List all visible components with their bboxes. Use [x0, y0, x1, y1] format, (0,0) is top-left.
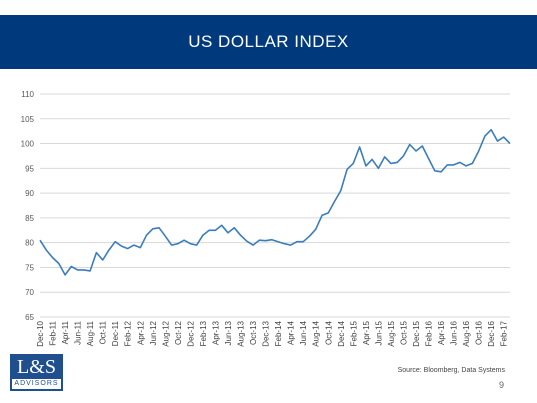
- x-tick-label: Dec-11: [111, 320, 120, 346]
- x-tick-label: Aug-15: [387, 320, 396, 346]
- x-tick-label: Jun-14: [299, 320, 308, 345]
- x-tick-label: Aug-12: [161, 320, 170, 346]
- y-tick-label: 85: [25, 214, 34, 223]
- x-tick-label: Jun-16: [450, 320, 459, 345]
- y-tick-label: 105: [21, 115, 35, 124]
- y-tick-label: 110: [21, 90, 34, 99]
- x-tick-label: Oct-11: [99, 320, 108, 344]
- x-tick-label: Jun-15: [374, 320, 383, 345]
- x-tick-label: Aug-13: [237, 320, 246, 346]
- x-tick-label: Apr-14: [287, 320, 296, 345]
- y-tick-label: 75: [25, 263, 34, 272]
- logo-sub-text: ADVISORS: [12, 379, 61, 389]
- y-tick-label: 95: [25, 164, 34, 173]
- logo-main-text: L&S: [17, 356, 56, 378]
- x-tick-label: Dec-13: [262, 320, 271, 346]
- x-tick-label: Oct-13: [249, 320, 258, 345]
- x-tick-label: Dec-15: [412, 320, 421, 346]
- x-tick-label: Dec-12: [186, 320, 195, 346]
- y-tick-label: 80: [25, 239, 34, 248]
- series-line-us-dollar-index: [39, 128, 511, 276]
- x-tick-label: Jun-11: [74, 320, 83, 344]
- y-tick-label: 65: [25, 313, 34, 322]
- y-tick-label: 70: [25, 288, 34, 297]
- x-tick-label: Apr-16: [437, 320, 446, 345]
- x-tick-label: Oct-12: [174, 320, 183, 345]
- x-tick-label: Aug-14: [312, 320, 321, 346]
- x-tick-label: Apr-11: [61, 320, 70, 344]
- y-tick-label: 90: [25, 189, 34, 198]
- x-tick-label: Aug-16: [462, 320, 471, 346]
- x-tick-label: Apr-12: [136, 320, 145, 345]
- x-tick-label: Feb-17: [500, 320, 509, 346]
- title-banner: US DOLLAR INDEX: [0, 15, 537, 69]
- x-tick-label: Feb-14: [274, 320, 283, 346]
- x-tick-label: Oct-14: [324, 320, 333, 345]
- x-tick-label: Jun-12: [149, 320, 158, 345]
- chart-title: US DOLLAR INDEX: [188, 32, 349, 51]
- x-tick-label: Apr-13: [211, 320, 220, 345]
- ls-advisors-logo: L&S ADVISORS: [10, 354, 63, 391]
- x-tick-label: Feb-12: [124, 320, 133, 346]
- x-tick-label: Aug-11: [86, 320, 95, 346]
- x-tick-label: Dec-16: [487, 320, 496, 346]
- x-tick-label: Feb-15: [349, 320, 358, 346]
- x-tick-label: Dec-10: [36, 320, 45, 346]
- x-tick-label: Feb-11: [49, 320, 58, 345]
- x-tick-label: Dec-14: [337, 320, 346, 346]
- x-tick-label: Apr-15: [362, 320, 371, 345]
- x-tick-label: Feb-13: [199, 320, 208, 346]
- x-tick-label: Oct-15: [399, 320, 408, 345]
- source-note: Source: Bloomberg, Data Systems: [397, 367, 505, 374]
- x-tick-label: Jun-13: [224, 320, 233, 345]
- x-tick-label: Feb-16: [425, 320, 434, 346]
- x-tick-label: Oct-16: [475, 320, 484, 345]
- y-tick-label: 100: [21, 140, 35, 149]
- page-number: 9: [498, 380, 504, 390]
